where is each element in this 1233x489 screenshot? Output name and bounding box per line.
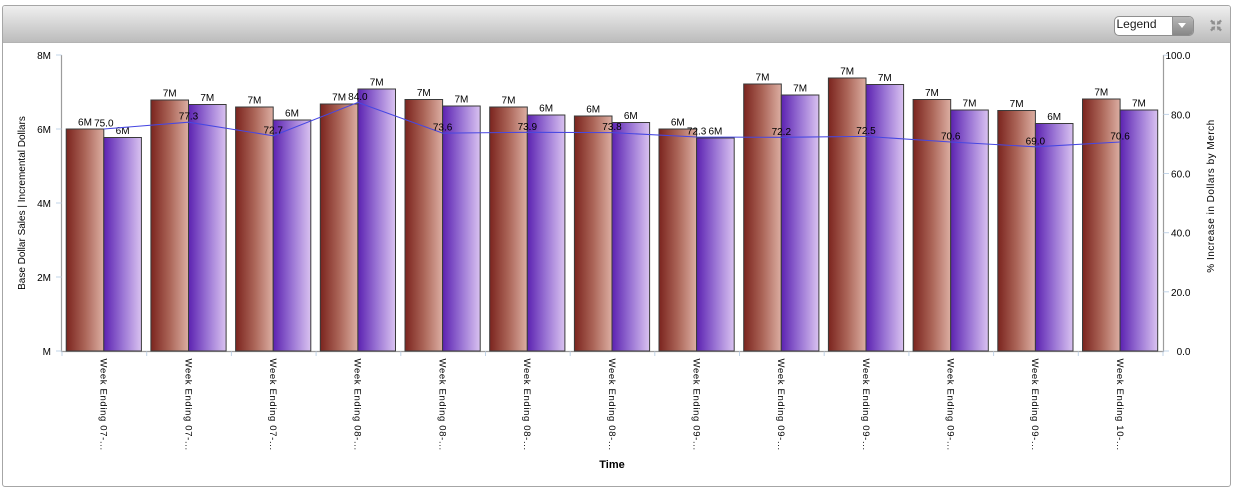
svg-text:7M: 7M	[1010, 99, 1024, 110]
svg-text:72.3: 72.3	[687, 127, 707, 138]
svg-text:6M: 6M	[624, 111, 638, 122]
svg-text:7M: 7M	[332, 93, 346, 104]
svg-text:7M: 7M	[370, 78, 384, 89]
svg-text:72.2: 72.2	[772, 127, 792, 138]
svg-text:7M: 7M	[1132, 99, 1146, 110]
svg-text:73.6: 73.6	[433, 123, 453, 134]
svg-text:7M: 7M	[925, 88, 939, 99]
svg-text:6M: 6M	[116, 126, 130, 137]
svg-text:7M: 7M	[163, 89, 177, 100]
svg-text:77.3: 77.3	[179, 112, 199, 123]
svg-text:72.5: 72.5	[856, 126, 876, 137]
svg-text:Week Ending 07-...: Week Ending 07-...	[182, 359, 193, 451]
svg-text:73.8: 73.8	[602, 122, 622, 133]
svg-text:6M: 6M	[539, 104, 553, 115]
svg-text:7M: 7M	[840, 67, 854, 78]
svg-text:6M: 6M	[586, 105, 600, 116]
svg-text:7M: 7M	[417, 88, 431, 99]
svg-text:Week Ending 09-...: Week Ending 09-...	[945, 359, 956, 451]
svg-text:Base Dollar Sales | Incrementa: Base Dollar Sales | Incremental Dollars	[17, 116, 28, 290]
svg-text:69.0: 69.0	[1026, 136, 1046, 147]
svg-text:7M: 7M	[756, 73, 770, 84]
svg-text:7M: 7M	[200, 93, 214, 104]
svg-text:Week Ending 08-...: Week Ending 08-...	[521, 359, 532, 451]
svg-text:70.6: 70.6	[941, 132, 961, 143]
svg-text:Week Ending 08-...: Week Ending 08-...	[436, 359, 447, 451]
svg-text:84.0: 84.0	[348, 92, 368, 103]
svg-text:72.7: 72.7	[263, 125, 283, 136]
svg-text:Week Ending 07-...: Week Ending 07-...	[98, 359, 109, 451]
svg-text:6M: 6M	[285, 109, 299, 120]
svg-text:M: M	[43, 347, 51, 358]
svg-text:2M: 2M	[37, 273, 51, 284]
svg-text:20.0: 20.0	[1171, 288, 1191, 299]
svg-text:7M: 7M	[793, 84, 807, 95]
svg-text:80.0: 80.0	[1171, 110, 1191, 121]
svg-text:60.0: 60.0	[1171, 170, 1191, 181]
svg-text:6M: 6M	[78, 118, 92, 129]
svg-text:Week Ending 07-...: Week Ending 07-...	[267, 359, 278, 451]
svg-text:Week Ending 09-...: Week Ending 09-...	[690, 359, 701, 451]
svg-text:Time: Time	[599, 459, 624, 471]
svg-text:7M: 7M	[1094, 88, 1108, 99]
svg-text:4M: 4M	[37, 199, 51, 210]
svg-text:7M: 7M	[878, 73, 892, 84]
svg-text:75.0: 75.0	[94, 119, 114, 130]
svg-text:Week Ending 09-...: Week Ending 09-...	[860, 359, 871, 451]
svg-text:% Increase in Dollars by Merch: % Increase in Dollars by Merch	[1206, 119, 1217, 272]
svg-text:Week Ending 10-...: Week Ending 10-...	[1114, 359, 1125, 451]
svg-text:0.0: 0.0	[1177, 347, 1191, 358]
svg-text:7M: 7M	[963, 99, 977, 110]
svg-text:7M: 7M	[247, 96, 261, 107]
svg-text:Week Ending 09-...: Week Ending 09-...	[1029, 359, 1040, 451]
svg-text:7M: 7M	[454, 95, 468, 106]
svg-text:8M: 8M	[37, 51, 51, 62]
svg-text:70.6: 70.6	[1110, 132, 1130, 143]
svg-text:6M: 6M	[1047, 112, 1061, 123]
svg-text:Week Ending 08-...: Week Ending 08-...	[352, 359, 363, 451]
svg-text:6M: 6M	[708, 127, 722, 138]
svg-text:6M: 6M	[671, 118, 685, 129]
svg-text:100.0: 100.0	[1165, 51, 1190, 62]
svg-text:Week Ending 09-...: Week Ending 09-...	[775, 359, 786, 451]
svg-text:7M: 7M	[502, 96, 516, 107]
svg-text:40.0: 40.0	[1171, 229, 1191, 240]
svg-text:73.9: 73.9	[518, 122, 538, 133]
svg-text:6M: 6M	[37, 125, 51, 136]
svg-text:Week Ending 08-...: Week Ending 08-...	[606, 359, 617, 451]
